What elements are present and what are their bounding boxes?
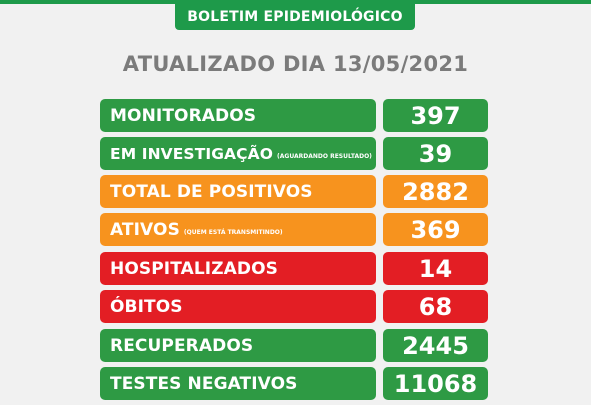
stat-value: 11068 bbox=[393, 369, 478, 398]
header-title: BOLETIM EPIDEMIOLÓGICO bbox=[187, 9, 403, 25]
stat-row-hospitalizados: HOSPITALIZADOS 14 bbox=[100, 252, 488, 285]
stat-value-box: 11068 bbox=[383, 367, 488, 400]
stat-value-box: 397 bbox=[383, 99, 488, 132]
stat-label: RECUPERADOS bbox=[110, 335, 254, 356]
stat-value: 2882 bbox=[402, 177, 469, 206]
stat-value-box: 68 bbox=[383, 290, 488, 323]
stat-value-box: 369 bbox=[383, 213, 488, 246]
stat-label: TOTAL DE POSITIVOS bbox=[110, 181, 313, 202]
stat-label: HOSPITALIZADOS bbox=[110, 258, 278, 279]
stat-label-note: (QUEM ESTÁ TRANSMITINDO) bbox=[183, 228, 283, 236]
stat-value-box: 39 bbox=[383, 137, 488, 170]
stat-row-recuperados: RECUPERADOS 2445 bbox=[100, 329, 488, 362]
stat-value: 2445 bbox=[402, 331, 469, 360]
stat-label-box: ÓBITOS bbox=[100, 290, 376, 323]
updated-date-line: ATUALIZADO DIA 13/05/2021 bbox=[122, 52, 469, 76]
stat-label-box: ATIVOS (QUEM ESTÁ TRANSMITINDO) bbox=[100, 213, 376, 246]
stat-value-box: 2445 bbox=[383, 329, 488, 362]
stat-value: 39 bbox=[418, 139, 453, 168]
stat-label-box: MONITORADOS bbox=[100, 99, 376, 132]
stat-label-box: RECUPERADOS bbox=[100, 329, 376, 362]
stat-row-monitorados: MONITORADOS 397 bbox=[100, 99, 488, 132]
stat-label: TESTES NEGATIVOS bbox=[110, 373, 298, 394]
top-accent-line bbox=[0, 0, 591, 4]
stat-value: 14 bbox=[418, 254, 453, 283]
stat-value: 369 bbox=[410, 215, 461, 244]
stat-value: 397 bbox=[410, 101, 461, 130]
stat-row-em-investigacao: EM INVESTIGAÇÃO (AGUARDANDO RESULTADO) 3… bbox=[100, 137, 488, 170]
stat-label-box: TOTAL DE POSITIVOS bbox=[100, 175, 376, 208]
stat-value: 68 bbox=[418, 292, 453, 321]
stat-label: ATIVOS bbox=[110, 219, 180, 240]
stat-label-box: TESTES NEGATIVOS bbox=[100, 367, 376, 400]
stat-label-box: HOSPITALIZADOS bbox=[100, 252, 376, 285]
stat-label-note: (AGUARDANDO RESULTADO) bbox=[277, 152, 372, 160]
stat-row-testes-negativos: TESTES NEGATIVOS 11068 bbox=[100, 367, 488, 400]
stat-label: EM INVESTIGAÇÃO bbox=[110, 144, 274, 163]
stat-row-ativos: ATIVOS (QUEM ESTÁ TRANSMITINDO) 369 bbox=[100, 213, 488, 246]
stat-label: ÓBITOS bbox=[110, 296, 183, 317]
stat-label: MONITORADOS bbox=[110, 105, 257, 126]
stat-value-box: 14 bbox=[383, 252, 488, 285]
stat-value-box: 2882 bbox=[383, 175, 488, 208]
stat-label-box: EM INVESTIGAÇÃO (AGUARDANDO RESULTADO) bbox=[100, 137, 376, 170]
stat-row-total-de-positivos: TOTAL DE POSITIVOS 2882 bbox=[100, 175, 488, 208]
header-bar: BOLETIM EPIDEMIOLÓGICO bbox=[175, 4, 415, 30]
stat-row-obitos: ÓBITOS 68 bbox=[100, 290, 488, 323]
